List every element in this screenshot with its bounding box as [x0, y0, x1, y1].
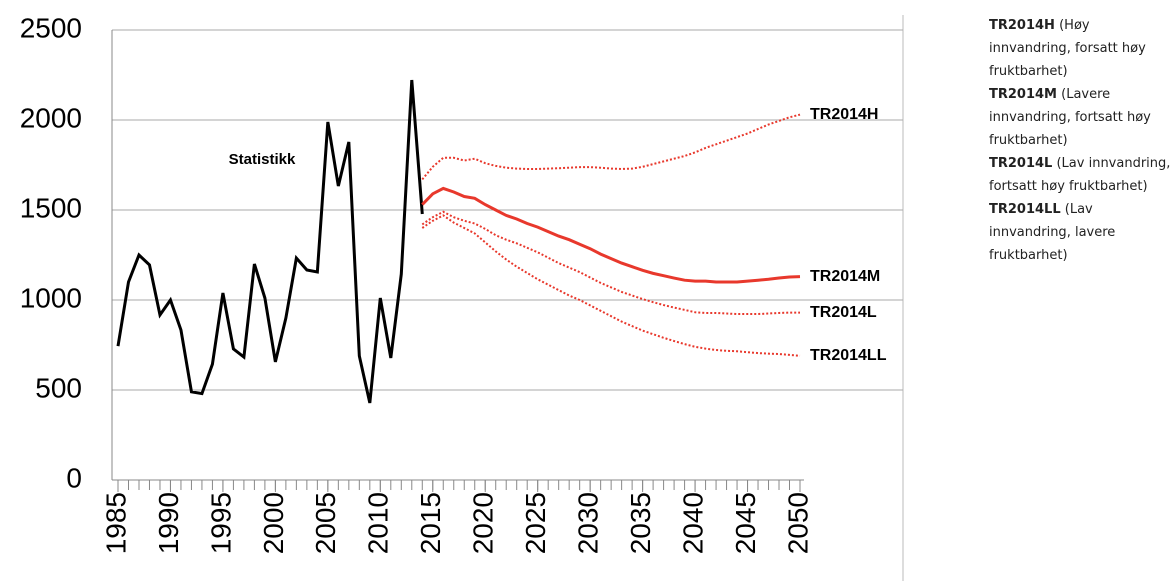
legend-name: TR2014L: [989, 156, 1053, 171]
legend-notes: TR2014H (Høy innvandring, forsatt høy fr…: [989, 14, 1173, 267]
y-tick-label: 1500: [20, 192, 82, 223]
series-label: Statistikk: [229, 151, 296, 168]
legend-entry: TR2014M (Lavere innvandring, fortsatt hø…: [989, 83, 1173, 152]
x-tick-label: 2015: [415, 492, 446, 554]
y-tick-label: 0: [66, 462, 82, 493]
legend-name: TR2014M: [989, 87, 1057, 102]
y-tick-label: 500: [35, 372, 82, 403]
series-label: TR2014L: [810, 304, 877, 321]
series-line: [421, 210, 800, 316]
x-tick-label: 2035: [625, 492, 656, 554]
x-tick-label: 1985: [100, 492, 131, 554]
legend-description: (Lav innvandring, fortsatt høy fruktbarh…: [989, 156, 1171, 194]
series-label: TR2014M: [810, 268, 880, 285]
legend-entry: TR2014LL (Lav innvandring, lavere fruktb…: [989, 198, 1173, 267]
x-tick-label: 2050: [782, 492, 813, 554]
x-tick-label: 2045: [730, 492, 761, 554]
legend-entry: TR2014L (Lav innvandring, fortsatt høy f…: [989, 152, 1173, 198]
legend-name: TR2014H: [989, 18, 1055, 33]
y-tick-label: 2000: [20, 102, 82, 133]
y-tick-label: 2500: [20, 12, 82, 43]
legend-description: (Lavere innvandring, fortsatt høy fruktb…: [989, 87, 1151, 148]
series-line: [421, 186, 801, 284]
legend-entry: TR2014H (Høy innvandring, forsatt høy fr…: [989, 14, 1173, 83]
series-label: TR2014LL: [810, 347, 887, 364]
x-tick-label: 2010: [363, 492, 394, 554]
series-line: [116, 79, 424, 404]
x-tick-label: 1995: [205, 492, 236, 554]
series-line: [421, 113, 801, 181]
x-tick-label: 2020: [468, 492, 499, 554]
x-tick-label: 2040: [677, 492, 708, 554]
series-label: TR2014H: [810, 106, 878, 123]
x-tick-label: 1990: [153, 492, 184, 554]
legend-name: TR2014LL: [989, 202, 1061, 217]
x-tick-label: 2030: [573, 492, 604, 554]
series-line: [421, 214, 801, 357]
x-tick-label: 2005: [310, 492, 341, 554]
x-tick-label: 2000: [258, 492, 289, 554]
legend-description: (Lav innvandring, lavere fruktbarhet): [989, 202, 1116, 263]
y-tick-label: 1000: [20, 282, 82, 313]
legend-description: (Høy innvandring, forsatt høy fruktbarhe…: [989, 18, 1146, 79]
x-tick-label: 2025: [520, 492, 551, 554]
